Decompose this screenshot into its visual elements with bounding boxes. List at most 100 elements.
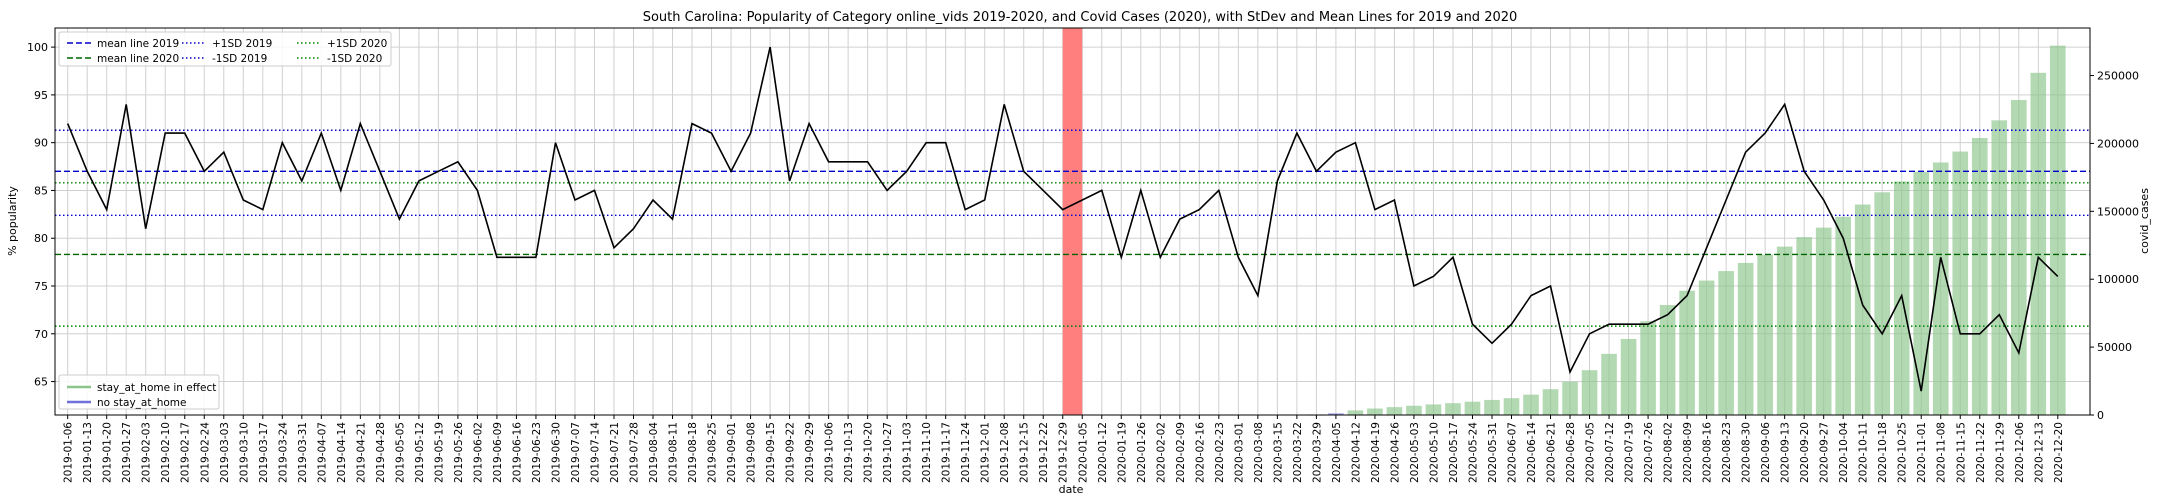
x-tick-label: 2020-11-08 [1936, 422, 1948, 483]
x-tick-label: 2020-05-24 [1467, 422, 1479, 483]
x-tick-label: 2020-03-15 [1272, 422, 1284, 483]
covid-bar [1913, 171, 1930, 415]
x-tick-label: 2019-01-20 [102, 422, 114, 483]
x-tick-label: 2019-02-24 [199, 422, 211, 483]
legend-label: +1SD 2020 [327, 38, 387, 50]
x-tick-label: 2020-11-29 [1994, 422, 2006, 483]
y-tick-label-left: 65 [34, 376, 48, 389]
x-tick-label: 2020-03-22 [1292, 422, 1304, 483]
x-tick-label: 2020-04-26 [1389, 422, 1401, 483]
x-tick-label: 2019-06-16 [511, 422, 523, 483]
x-tick-label: 2019-02-03 [141, 422, 153, 483]
y-tick-label-left: 90 [34, 137, 48, 150]
y-tick-label-right: 100000 [2097, 273, 2139, 286]
x-tick-label: 2020-04-19 [1370, 422, 1382, 483]
covid-bar [1347, 410, 1364, 415]
y-axis-left: 65 70 75 80 85 90 95 100 [27, 41, 55, 389]
x-tick-label: 2019-03-17 [258, 422, 270, 483]
x-tick-label: 2019-11-10 [921, 422, 933, 483]
x-tick-label: 2019-09-15 [765, 422, 777, 483]
y-tick-label-right: 200000 [2097, 137, 2139, 150]
x-tick-label: 2020-01-05 [1077, 422, 1089, 483]
legend-label: stay_at_home in effect [97, 382, 216, 394]
covid-bar [1406, 405, 1422, 415]
covid-bar [1620, 338, 1637, 415]
plot-frame [54, 27, 2091, 416]
x-tick-label: 2019-08-25 [707, 422, 719, 483]
x-tick-label: 2020-03-08 [1253, 422, 1265, 483]
x-tick-label: 2019-01-13 [82, 422, 94, 483]
x-tick-label: 2020-12-20 [2053, 422, 2065, 483]
y-tick-label-right: 0 [2097, 409, 2104, 422]
legend-upper: mean line 2019 mean line 2020 +1SD 2019 -1S… [58, 31, 392, 67]
x-tick-label: 2019-09-29 [804, 422, 816, 483]
legend-label: mean line 2019 [97, 38, 179, 50]
x-tick-label: 2020-01-26 [1136, 422, 1148, 483]
highlight-band [1062, 28, 1083, 415]
x-tick-label: 2019-07-07 [570, 422, 582, 483]
x-axis-label: date [1059, 483, 1084, 496]
x-tick-label: 2019-03-10 [238, 422, 250, 483]
covid-bar [1386, 407, 1403, 415]
legend-upper-box [58, 31, 392, 67]
covid-bar [1640, 321, 1656, 415]
x-tick-label: 2020-07-05 [1585, 422, 1597, 483]
x-tick-label: 2020-10-18 [1877, 422, 1889, 483]
covid-bar [1484, 399, 1500, 415]
covid-bar [1952, 151, 1969, 415]
x-tick-label: 2019-08-11 [668, 422, 680, 483]
x-tick-label: 2020-10-11 [1858, 422, 1870, 483]
covid-bar [1581, 370, 1598, 415]
x-tick-label: 2019-06-02 [472, 422, 484, 483]
y-tick-label-left: 100 [27, 41, 48, 54]
covid-bar [1776, 246, 1793, 415]
y-tick-label-left: 95 [34, 89, 48, 102]
y-axis-left-label: % popularity [6, 186, 19, 256]
legend-label: -1SD 2020 [327, 53, 382, 65]
x-tick-label: 2019-06-23 [531, 422, 543, 483]
y-axis-right-label: covid_cases [2138, 188, 2151, 254]
x-tick-label: 2019-05-12 [414, 422, 426, 483]
x-tick-label: 2019-11-24 [960, 422, 972, 483]
x-tick-label: 2019-03-31 [297, 422, 309, 483]
x-tick-label: 2019-05-19 [433, 422, 445, 483]
y-tick-label-left: 85 [34, 184, 48, 197]
x-tick-label: 2019-03-03 [219, 422, 231, 483]
covid-bar [2030, 72, 2047, 416]
covid-bar [1503, 398, 1520, 415]
x-tick-label: 2020-05-03 [1409, 422, 1421, 483]
x-tick-label: 2019-12-01 [980, 422, 992, 483]
x-tick-label: 2020-04-12 [1350, 422, 1362, 483]
x-tick-label: 2020-02-02 [1155, 422, 1167, 483]
y-tick-label-right: 150000 [2097, 205, 2139, 218]
covid-bar [1971, 137, 1988, 415]
y-tick-label-left: 80 [34, 232, 48, 245]
x-tick-label: 2020-11-15 [1955, 422, 1967, 483]
x-tick-label: 2020-06-07 [1506, 422, 1518, 483]
x-tick-label: 2019-07-21 [609, 422, 621, 483]
x-tick-label: 2020-08-30 [1741, 422, 1753, 483]
x-tick-label: 2019-05-26 [453, 422, 465, 483]
x-tick-label: 2019-03-24 [277, 422, 289, 483]
x-tick-label: 2020-01-12 [1097, 422, 1109, 483]
covid-bar [1698, 280, 1715, 415]
x-tick-label: 2019-12-29 [1058, 422, 1070, 483]
x-tick-label: 2020-05-17 [1448, 422, 1460, 483]
x-tick-label: 2020-06-14 [1526, 422, 1538, 483]
x-tick-label: 2020-07-12 [1604, 422, 1616, 483]
x-tick-label: 2020-12-13 [2033, 422, 2045, 483]
x-tick-label: 2019-05-05 [394, 422, 406, 483]
x-tick-label: 2019-09-01 [726, 422, 738, 483]
x-tick-label: 2019-01-06 [63, 422, 75, 483]
covid-bar [2010, 99, 2027, 416]
y-tick-label-left: 70 [34, 328, 48, 341]
covid-bar [1601, 353, 1617, 415]
covid-bar [1737, 262, 1754, 415]
x-tick-label: 2019-04-28 [375, 422, 387, 483]
x-tick-label: 2019-04-07 [316, 422, 328, 483]
covid-bar [1445, 403, 1461, 415]
x-tick-label: 2020-08-02 [1663, 422, 1675, 483]
x-tick-label: 2020-10-04 [1838, 422, 1850, 483]
covid-bar [1932, 162, 1949, 415]
